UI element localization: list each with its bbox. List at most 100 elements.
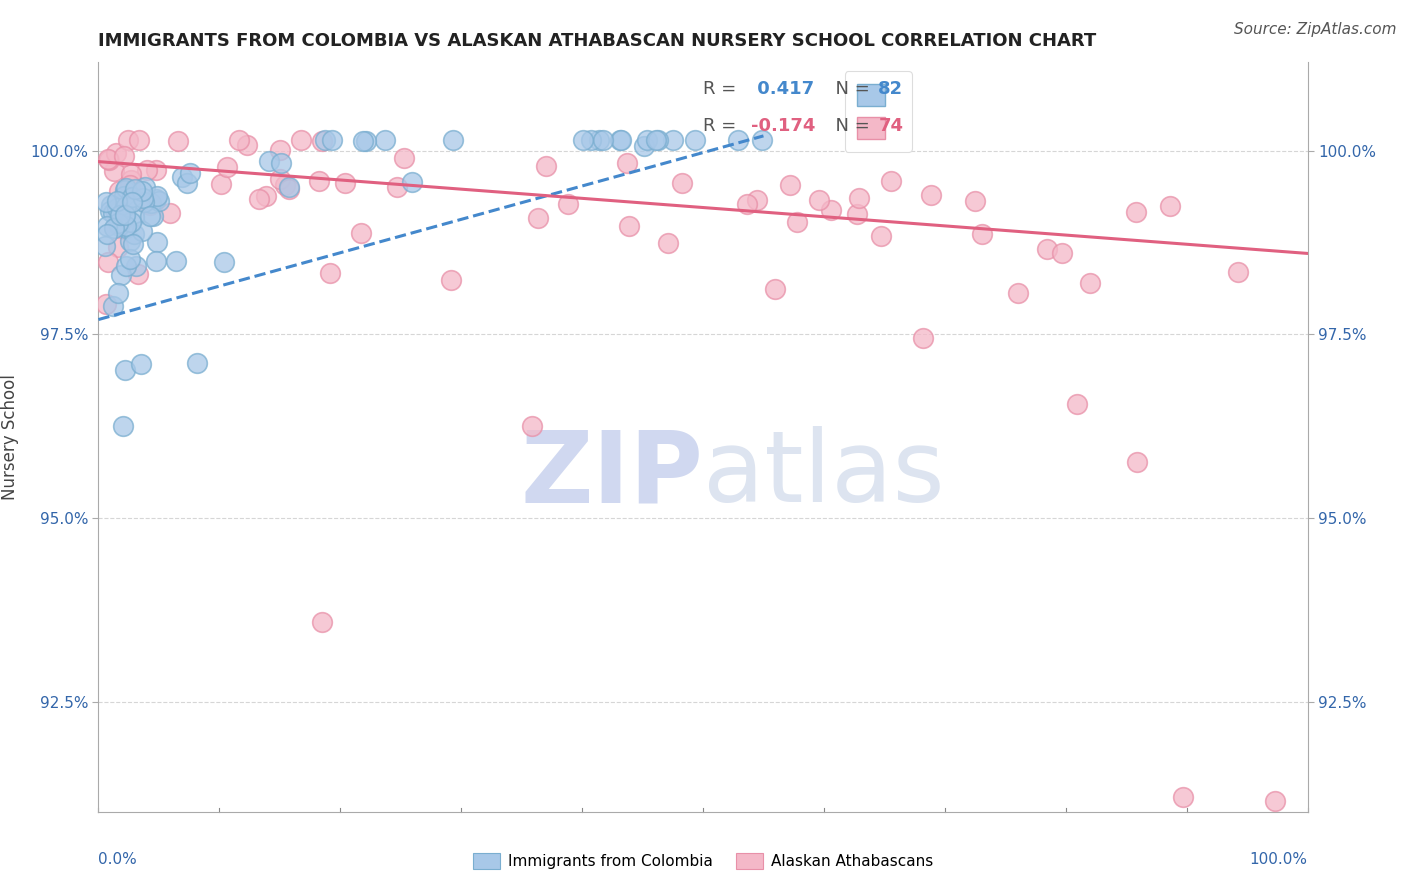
Point bbox=[278, 182, 301, 196]
Point bbox=[96, 297, 118, 311]
Point bbox=[522, 418, 544, 433]
Text: R =: R = bbox=[703, 117, 742, 135]
Point bbox=[176, 176, 198, 190]
Point bbox=[118, 234, 141, 248]
Point bbox=[124, 182, 146, 196]
Point bbox=[141, 209, 163, 223]
Point bbox=[105, 205, 128, 219]
Text: 82: 82 bbox=[879, 79, 904, 97]
Point bbox=[848, 191, 870, 205]
Point bbox=[96, 227, 118, 242]
Point bbox=[97, 254, 120, 268]
Point bbox=[616, 156, 638, 170]
Point bbox=[131, 184, 153, 198]
Point bbox=[356, 134, 378, 148]
Point bbox=[269, 143, 291, 157]
Point bbox=[110, 268, 132, 282]
Point bbox=[779, 178, 801, 192]
Point bbox=[1125, 205, 1147, 219]
Point bbox=[808, 193, 831, 207]
Legend: Immigrants from Colombia, Alaskan Athabascans: Immigrants from Colombia, Alaskan Athaba… bbox=[467, 847, 939, 875]
Point bbox=[145, 163, 167, 178]
Point bbox=[186, 356, 208, 370]
Point bbox=[534, 159, 557, 173]
Point bbox=[100, 198, 122, 212]
Point bbox=[139, 195, 162, 210]
Point bbox=[1171, 790, 1194, 805]
Point bbox=[385, 179, 408, 194]
Point bbox=[657, 235, 679, 250]
Point bbox=[820, 203, 842, 218]
Point bbox=[963, 194, 986, 209]
Point bbox=[112, 189, 135, 203]
Point bbox=[112, 418, 135, 433]
Point bbox=[98, 204, 121, 219]
Point bbox=[256, 189, 278, 203]
Text: IMMIGRANTS FROM COLOMBIA VS ALASKAN ATHABASCAN NURSERY SCHOOL CORRELATION CHART: IMMIGRANTS FROM COLOMBIA VS ALASKAN ATHA… bbox=[98, 32, 1097, 50]
Point bbox=[103, 164, 125, 178]
Point bbox=[114, 181, 136, 195]
Point bbox=[747, 193, 769, 207]
Point bbox=[132, 191, 155, 205]
Point bbox=[131, 224, 153, 238]
Point bbox=[134, 180, 156, 194]
Point bbox=[127, 267, 149, 281]
Point bbox=[617, 219, 640, 233]
Text: 74: 74 bbox=[879, 117, 903, 135]
Point bbox=[401, 175, 423, 189]
Point bbox=[321, 133, 343, 147]
Point bbox=[101, 299, 124, 313]
Point bbox=[165, 254, 187, 268]
Point bbox=[912, 331, 935, 345]
Point bbox=[311, 134, 333, 148]
Text: 0.417: 0.417 bbox=[751, 79, 814, 97]
Point bbox=[352, 135, 374, 149]
Point bbox=[1078, 276, 1101, 290]
Point bbox=[308, 173, 330, 187]
Point bbox=[270, 156, 292, 170]
Point bbox=[610, 132, 633, 146]
Point bbox=[581, 132, 603, 146]
Legend: , : , bbox=[845, 71, 911, 152]
Text: -0.174: -0.174 bbox=[751, 117, 815, 135]
Point bbox=[269, 172, 291, 186]
Point bbox=[136, 163, 159, 178]
Point bbox=[335, 176, 357, 190]
Point bbox=[120, 215, 142, 229]
Point bbox=[685, 132, 707, 146]
Point bbox=[108, 202, 131, 217]
Text: N =: N = bbox=[824, 79, 876, 97]
Point bbox=[235, 137, 257, 152]
Point bbox=[645, 132, 668, 146]
Point bbox=[107, 219, 129, 233]
Point bbox=[920, 187, 942, 202]
Point bbox=[114, 219, 136, 234]
Point bbox=[145, 192, 167, 206]
Point bbox=[134, 194, 156, 209]
Point bbox=[374, 132, 396, 146]
Point bbox=[1066, 397, 1088, 411]
Point bbox=[172, 170, 194, 185]
Point bbox=[557, 197, 579, 211]
Point bbox=[138, 198, 160, 212]
Point bbox=[751, 132, 773, 146]
Point bbox=[277, 180, 299, 194]
Point bbox=[571, 132, 593, 146]
Point bbox=[846, 207, 869, 221]
Point bbox=[179, 166, 201, 180]
Point bbox=[671, 176, 693, 190]
Point bbox=[1159, 199, 1181, 213]
Point bbox=[647, 132, 669, 146]
Point bbox=[588, 132, 610, 146]
Point bbox=[970, 227, 993, 241]
Text: ZIP: ZIP bbox=[520, 426, 703, 523]
Point bbox=[526, 211, 548, 226]
Point bbox=[1007, 286, 1029, 301]
Point bbox=[114, 183, 136, 197]
Point bbox=[228, 132, 250, 146]
Point bbox=[107, 216, 129, 230]
Point bbox=[870, 229, 893, 244]
Point bbox=[108, 184, 131, 198]
Point bbox=[314, 132, 336, 146]
Text: N =: N = bbox=[824, 117, 876, 135]
